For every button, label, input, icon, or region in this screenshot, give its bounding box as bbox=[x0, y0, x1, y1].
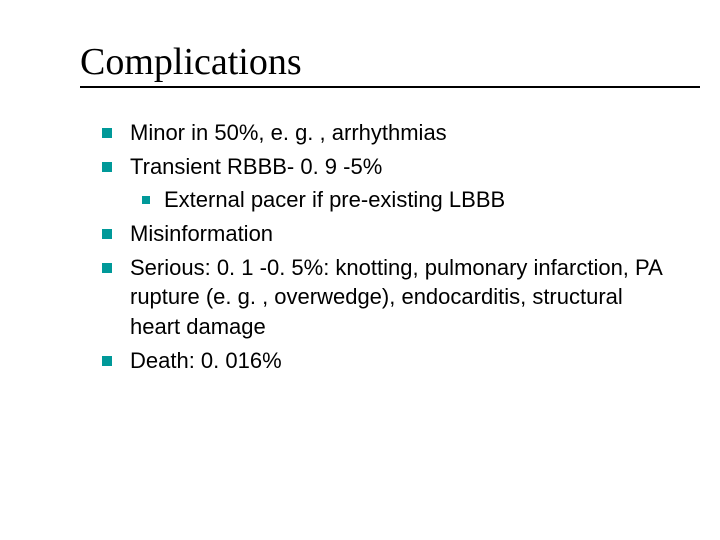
list-item: Transient RBBB- 0. 9 -5% bbox=[102, 152, 670, 182]
page-title: Complications bbox=[80, 40, 670, 84]
item-text: Minor in 50%, e. g. , arrhythmias bbox=[130, 118, 670, 148]
square-bullet-icon bbox=[102, 263, 112, 273]
square-bullet-icon bbox=[102, 128, 112, 138]
item-text: External pacer if pre-existing LBBB bbox=[164, 185, 670, 215]
square-bullet-icon bbox=[102, 162, 112, 172]
square-bullet-icon bbox=[102, 229, 112, 239]
content: Minor in 50%, e. g. , arrhythmias Transi… bbox=[80, 118, 670, 376]
square-bullet-icon bbox=[102, 356, 112, 366]
title-underline bbox=[80, 86, 700, 88]
title-wrap: Complications bbox=[80, 40, 670, 88]
slide: Complications Minor in 50%, e. g. , arrh… bbox=[0, 0, 720, 540]
list-item: Death: 0. 016% bbox=[102, 346, 670, 376]
list-item: Serious: 0. 1 -0. 5%: knotting, pulmonar… bbox=[102, 253, 670, 342]
list-item: Minor in 50%, e. g. , arrhythmias bbox=[102, 118, 670, 148]
item-text: Transient RBBB- 0. 9 -5% bbox=[130, 152, 670, 182]
item-text: Serious: 0. 1 -0. 5%: knotting, pulmonar… bbox=[130, 253, 670, 342]
item-text: Death: 0. 016% bbox=[130, 346, 670, 376]
list-item: Misinformation bbox=[102, 219, 670, 249]
item-text: Misinformation bbox=[130, 219, 670, 249]
list-item: External pacer if pre-existing LBBB bbox=[102, 185, 670, 215]
square-bullet-icon bbox=[142, 196, 150, 204]
